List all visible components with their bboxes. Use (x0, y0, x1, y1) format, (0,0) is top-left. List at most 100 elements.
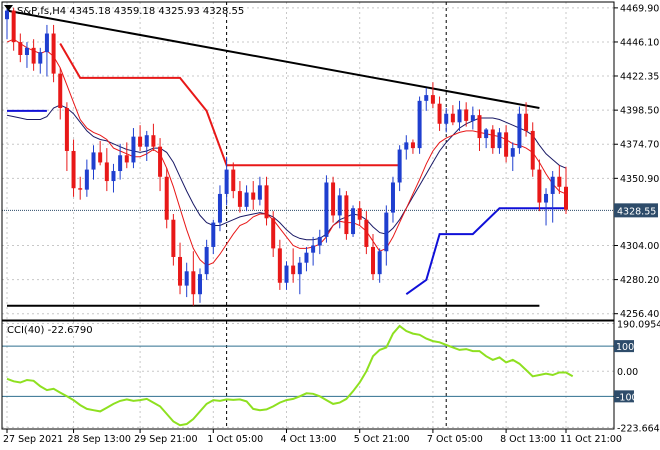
panel-frames (1, 1, 615, 430)
candle-body (324, 182, 329, 237)
time-axis-label: 27 Sep 2021 (3, 434, 63, 445)
chart-header: S&P,fs,H4 4345.18 4359.18 4325.93 4328.5… (17, 6, 244, 17)
candle-body (464, 109, 469, 121)
candle-body (297, 262, 302, 275)
candle-body (24, 47, 29, 55)
candle-body (277, 248, 282, 283)
candle-body (184, 271, 189, 286)
cci-axis-label: -223.6649 (617, 423, 660, 434)
candle-body (430, 95, 435, 104)
time-axis-label: 4 Oct 13:00 (281, 434, 337, 445)
cci-line (6, 324, 574, 427)
candle-body (404, 142, 409, 150)
time-axis-label: 29 Sep 21:00 (134, 434, 197, 445)
candle-body (331, 182, 336, 216)
candle-body (424, 95, 429, 101)
candle-body (444, 113, 449, 124)
candle-body (264, 185, 269, 219)
collapse-arrow-icon[interactable] (4, 5, 13, 11)
candle-body (71, 150, 76, 189)
candle-body (304, 252, 309, 263)
time-axis-label: 11 Oct 21:00 (560, 434, 622, 445)
candle-body (504, 132, 509, 157)
candle-body (38, 52, 43, 64)
time-axis-label: 1 Oct 05:00 (207, 434, 263, 445)
time-axis-label: 8 Oct 13:00 (500, 434, 556, 445)
candle-body (351, 208, 356, 235)
cci-axis-label: 0.00 (617, 367, 638, 378)
candle-body (470, 115, 475, 121)
candle-body (158, 146, 163, 177)
candle-body (544, 193, 549, 203)
candle-body (197, 274, 202, 295)
price-axis-label: 4256.40 (620, 309, 659, 320)
candle-body (51, 33, 56, 74)
candle-body (497, 132, 502, 149)
candle-body (357, 208, 362, 220)
price-axis-label: 4446.10 (620, 37, 659, 48)
candle-body (510, 148, 515, 157)
candle-body (437, 103, 442, 124)
fast-ma-line (6, 38, 567, 267)
axis-labels: 4469.90 4446.10 4422.35 4398.50 4374.70 4350.… (3, 3, 660, 445)
candle-body (317, 236, 322, 246)
candle-body (291, 265, 296, 275)
trendline (6, 9, 540, 109)
cci-axis-label: 190.0954 (617, 319, 660, 330)
candle-body (271, 218, 276, 249)
candle-body (231, 169, 236, 192)
candle-body (530, 130, 535, 170)
candle-body (410, 142, 415, 149)
candle-body (257, 185, 262, 200)
candle-body (384, 212, 389, 252)
candle-body (171, 219, 176, 257)
candle-body (78, 188, 83, 190)
cci-axis-label: 100 (616, 342, 634, 353)
candle-body (364, 219, 369, 247)
price-axis-label: 4469.90 (620, 3, 659, 14)
candle-body (111, 171, 116, 182)
candle-body (517, 113, 522, 149)
candle-body (224, 169, 229, 194)
candle-body (490, 129, 495, 149)
cci-level-box (614, 340, 634, 353)
candle-body (211, 222, 216, 247)
time-axis-label: 28 Sep 13:00 (68, 434, 131, 445)
candle-body (178, 256, 183, 286)
candle-body (337, 195, 342, 216)
cci-panel (2, 324, 614, 427)
time-axis-label: 7 Oct 05:00 (427, 434, 483, 445)
candle-body (311, 245, 316, 253)
grid (2, 2, 614, 429)
candle-body (217, 193, 222, 223)
candle-body (377, 251, 382, 275)
price-axis-label: 4374.70 (620, 140, 659, 151)
candle-body (564, 186, 568, 210)
price-axis-label: 4304.00 (620, 241, 659, 252)
price-axis-label: 4350.90 (620, 174, 659, 185)
candle-body (64, 108, 69, 151)
candle-body (191, 271, 196, 295)
candle-body (417, 100, 422, 149)
candle-body (237, 191, 242, 207)
candle-body (390, 182, 395, 213)
price-axis-label: 4422.35 (620, 71, 659, 82)
candle-body (397, 149, 402, 183)
candle-body (84, 169, 89, 190)
candle-body (344, 195, 349, 235)
resistance-step-line (59, 42, 400, 167)
candle-body (144, 135, 149, 147)
price-panel-frame (1, 1, 615, 321)
cci-header: CCI(40) -22.6790 (7, 325, 93, 336)
cci-axis-label: -100 (616, 392, 638, 403)
candle-body (550, 176, 555, 194)
cci-level-box (614, 390, 634, 403)
candle-body (124, 155, 129, 163)
candle-body (131, 136, 136, 163)
support-step-line (7, 109, 566, 296)
price-axis-label: 4398.50 (620, 106, 659, 117)
candle-body (371, 246, 376, 275)
candle-body (204, 246, 209, 275)
candle-body (524, 113, 529, 131)
